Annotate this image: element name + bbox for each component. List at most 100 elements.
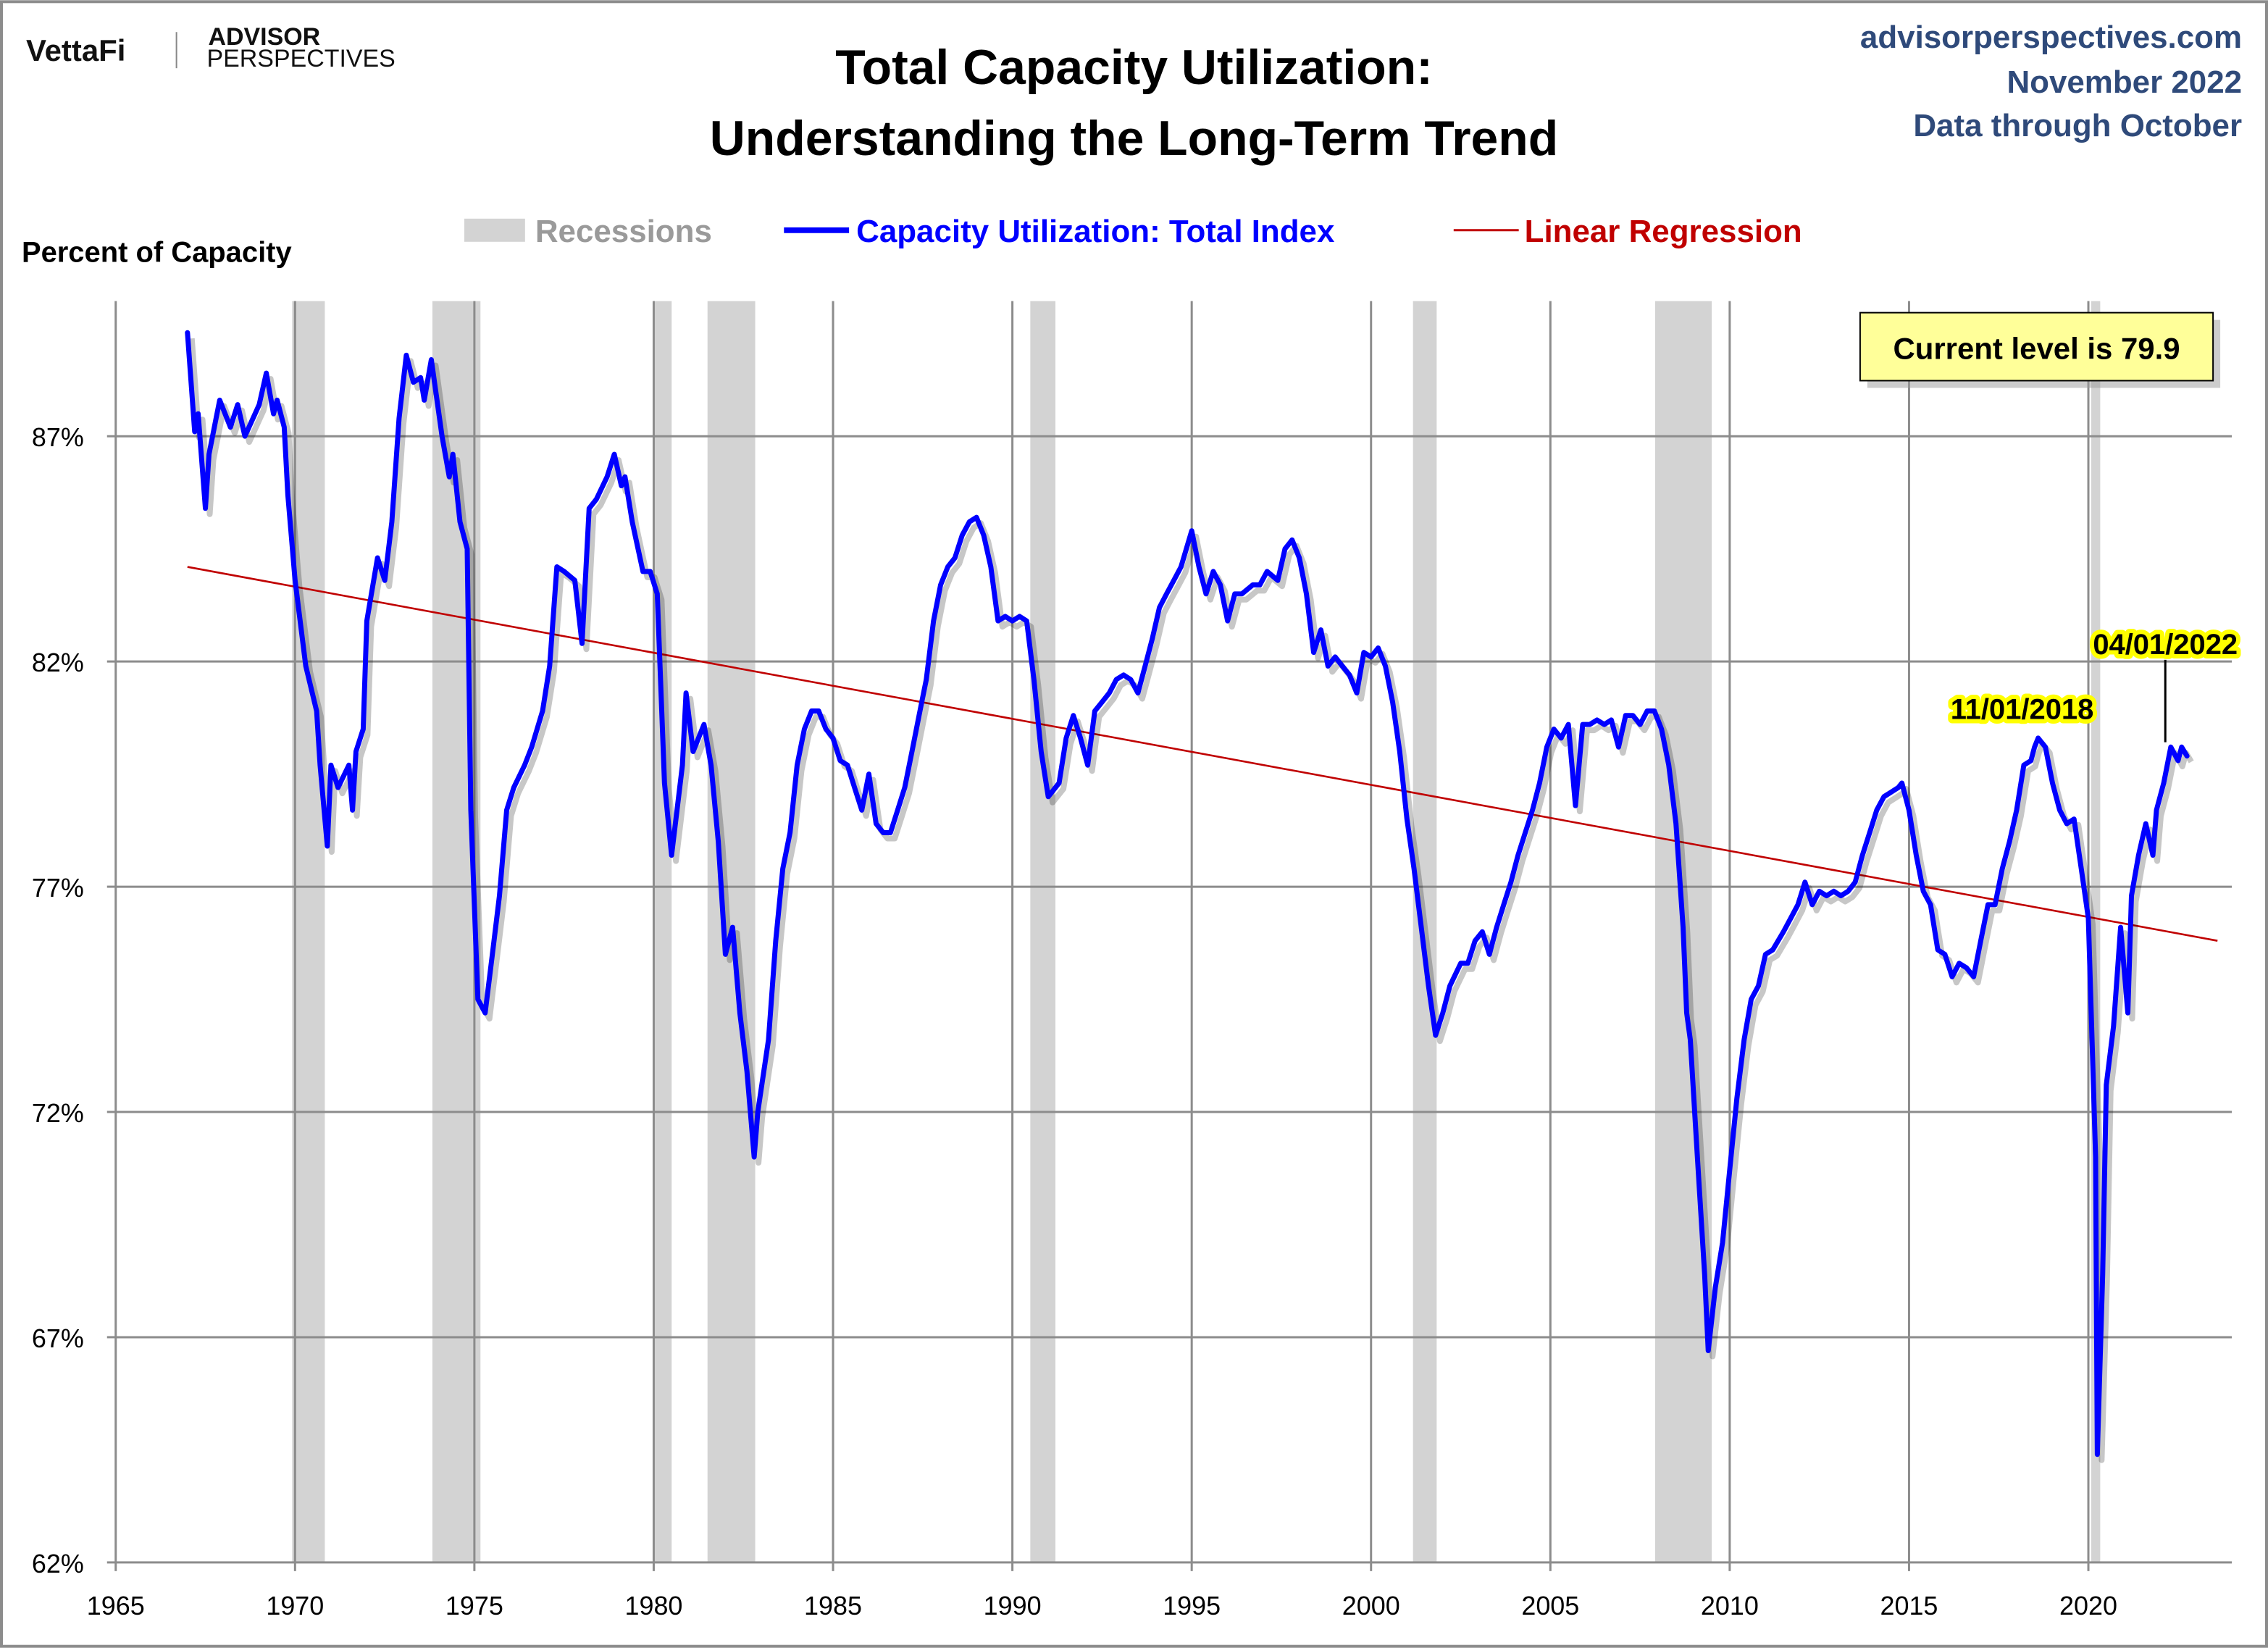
data-point [1675, 822, 1678, 825]
data-point [1284, 548, 1286, 551]
data-point [2087, 917, 2090, 920]
data-point [1965, 966, 1968, 969]
data-point [874, 822, 878, 825]
legend-series-label: Capacity Utilization: Total Index [856, 214, 1335, 249]
data-point [911, 750, 913, 753]
data-point [620, 485, 623, 488]
data-point [580, 642, 584, 645]
data-point [1567, 723, 1570, 726]
data-point [1868, 831, 1871, 835]
data-point [1158, 606, 1161, 609]
data-point [1689, 1038, 1692, 1042]
data-point [361, 727, 364, 731]
data-point [1427, 984, 1430, 987]
data-point [193, 430, 196, 433]
data-point [2080, 867, 2083, 870]
y-tick-label: 62% [32, 1549, 84, 1578]
data-point [2101, 1273, 2104, 1276]
data-point [767, 1038, 770, 1042]
data-point [1714, 1286, 1717, 1289]
data-point [861, 808, 863, 811]
data-point [1986, 903, 1989, 906]
y-tick-label: 67% [32, 1323, 84, 1353]
data-point [1646, 709, 1649, 713]
data-point [810, 709, 813, 713]
data-point [347, 764, 351, 766]
data-point [1441, 1011, 1444, 1014]
data-point [272, 412, 275, 415]
data-point [573, 579, 577, 582]
data-point [889, 831, 892, 835]
data-point [541, 709, 544, 713]
data-point [1510, 881, 1512, 884]
data-point [1589, 723, 1591, 726]
data-point [1936, 948, 1939, 951]
data-point [1596, 719, 1599, 721]
data-point [2008, 840, 2011, 843]
data-point [1190, 530, 1193, 532]
data-point [1018, 615, 1021, 618]
data-point [1298, 556, 1301, 559]
x-tick-label: 1980 [624, 1591, 682, 1620]
data-point [1047, 795, 1050, 798]
data-point [1265, 570, 1268, 573]
data-point [624, 475, 627, 478]
data-point [795, 764, 799, 766]
data-point [1846, 890, 1849, 892]
data-point [685, 692, 687, 695]
data-point [1370, 656, 1373, 658]
data-point [1825, 894, 1828, 898]
data-point [1818, 890, 1821, 892]
data-through-text: Data through October [1913, 108, 2242, 143]
data-point [975, 516, 978, 519]
data-point [1993, 903, 1996, 906]
data-point [2001, 867, 2004, 870]
regression-layer [187, 566, 2218, 942]
data-point [789, 831, 792, 835]
data-point [1958, 962, 1961, 965]
data-point [1151, 637, 1154, 640]
data-point [1391, 700, 1394, 703]
data-point [2096, 1453, 2098, 1456]
data-point [286, 493, 290, 496]
data-point [738, 1011, 741, 1014]
data-point [1972, 975, 1975, 979]
y-axis-label: Percent of Capacity [22, 237, 292, 269]
x-tick-label: 2005 [1521, 1591, 1579, 1620]
data-point [1108, 692, 1110, 695]
data-point [782, 867, 784, 870]
data-point [1172, 579, 1176, 582]
data-point [1832, 890, 1836, 892]
current-level-callout: Current level is 79.9 [1859, 311, 2221, 388]
data-point [1115, 678, 1118, 681]
x-tick-label: 2015 [1880, 1591, 1938, 1620]
data-point [1667, 764, 1670, 766]
data-point [351, 808, 354, 811]
regression-line [187, 566, 2218, 942]
x-tick-label: 1995 [1163, 1591, 1221, 1620]
data-point [1883, 795, 1886, 798]
data-point [1434, 1034, 1437, 1037]
data-point [997, 619, 1000, 622]
data-point [512, 786, 515, 789]
data-point [817, 709, 820, 713]
data-point [1681, 926, 1685, 929]
data-point [505, 808, 509, 811]
data-point [491, 953, 494, 955]
data-point [2169, 745, 2172, 748]
data-point [1305, 593, 1308, 595]
data-point [484, 1011, 487, 1014]
data-point [186, 331, 189, 334]
data-point [961, 534, 963, 537]
data-point [1355, 692, 1358, 695]
data-point [1581, 723, 1584, 726]
data-point [1179, 565, 1182, 569]
data-point [2044, 745, 2047, 748]
data-point [1341, 664, 1344, 667]
data-point [1363, 651, 1365, 654]
data-point [774, 940, 777, 942]
data-point [422, 398, 426, 402]
data-point [1524, 831, 1527, 835]
chart-title-line1: Total Capacity Utilization: [835, 41, 1433, 95]
data-point [1653, 709, 1656, 713]
